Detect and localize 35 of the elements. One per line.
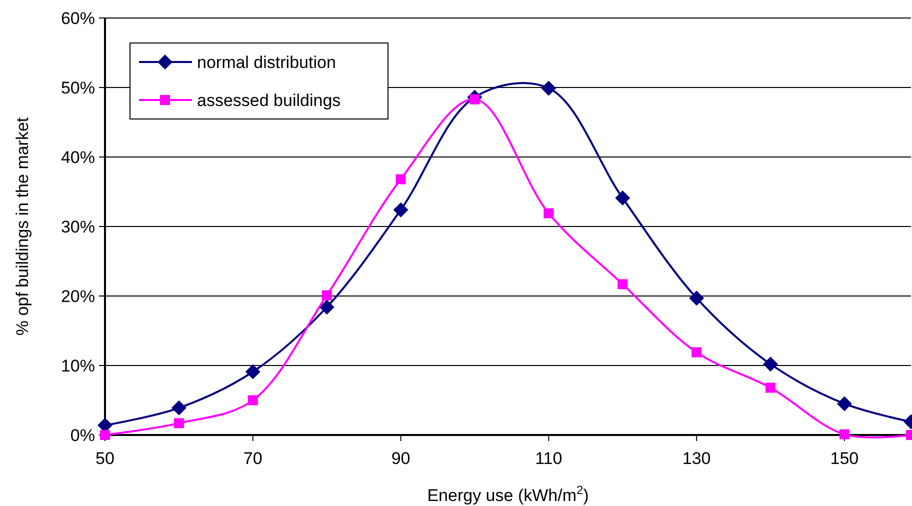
point xyxy=(692,347,702,358)
point xyxy=(322,290,332,300)
point xyxy=(393,202,408,218)
x-tick-label: 90 xyxy=(391,449,410,468)
y-tick-label: 50% xyxy=(60,78,95,98)
y-tick-label: 20% xyxy=(60,286,95,306)
point xyxy=(839,429,850,440)
y-tick-label: 10% xyxy=(60,356,95,376)
point xyxy=(174,418,184,428)
point xyxy=(541,80,556,96)
legend-label: normal distribution xyxy=(197,52,336,72)
y-tick-label: 0% xyxy=(70,426,95,445)
y-tick-label: 60% xyxy=(60,8,95,28)
point xyxy=(689,290,704,306)
point xyxy=(766,382,776,393)
point xyxy=(248,395,258,406)
point xyxy=(245,364,260,380)
point xyxy=(615,190,630,206)
y-tick-label: 40% xyxy=(60,148,95,167)
y-axis-title: % opf buildings in the market xyxy=(13,117,32,336)
point xyxy=(171,400,186,416)
x-tick-label: 50 xyxy=(96,449,114,468)
x-tick-label: 70 xyxy=(243,449,262,468)
point xyxy=(763,356,778,372)
legend-label: assessed buildings xyxy=(197,90,341,110)
y-tick-label: 30% xyxy=(60,217,95,236)
point xyxy=(319,300,334,315)
x-axis-title: Energy use (kWh/m$^{2}$) xyxy=(427,483,589,505)
point xyxy=(544,208,554,218)
point xyxy=(396,174,406,184)
x-tick-label: 110 xyxy=(535,449,562,468)
x-tick-label: 150 xyxy=(830,449,859,468)
point xyxy=(618,279,628,290)
x-tick-label: 130 xyxy=(682,449,711,468)
point xyxy=(836,396,852,412)
